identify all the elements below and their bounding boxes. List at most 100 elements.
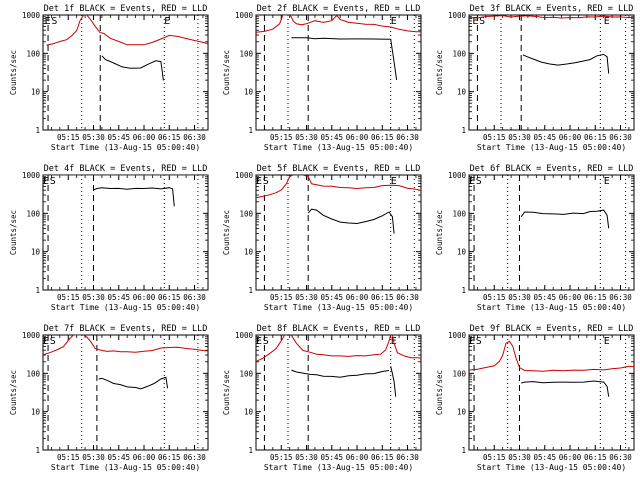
y-axis-label: Counts/sec <box>222 370 231 415</box>
x-tick-label: 05:15 <box>270 453 293 462</box>
events-series-line <box>307 208 395 234</box>
events-series-line <box>521 380 610 397</box>
marker-s: S <box>50 336 56 347</box>
marker-e: E <box>256 176 262 187</box>
y-tick-label: 10 <box>244 88 254 97</box>
subplot-title: Det 2f BLACK = Events, RED = LLD <box>257 4 421 14</box>
y-tick-label: 1 <box>461 446 466 455</box>
plot-frame <box>468 174 635 291</box>
x-tick-label: 06:15 <box>584 133 607 142</box>
x-tick-label: 06:15 <box>158 293 181 302</box>
x-axis-label: Start Time (13-Aug-15 05:00:40) <box>51 303 200 312</box>
x-tick-label: 06:15 <box>371 453 394 462</box>
x-axis-label: Start Time (13-Aug-15 05:00:40) <box>477 463 626 472</box>
subplot-title: Det 7f BLACK = Events, RED = LLD <box>44 324 208 334</box>
events-series-line <box>98 376 169 390</box>
x-tick-label: 05:15 <box>57 453 80 462</box>
x-tick-label: 06:30 <box>609 293 632 302</box>
subplot-title: Det 6f BLACK = Events, RED = LLD <box>470 164 634 174</box>
x-tick-label: 05:30 <box>295 133 318 142</box>
x-tick-label: 06:00 <box>346 293 369 302</box>
x-tick-label: 05:30 <box>295 453 318 462</box>
marker-e: E <box>43 336 49 347</box>
plot-frame <box>42 334 209 451</box>
y-tick-label: 1000 <box>22 171 41 180</box>
x-tick-label: 06:00 <box>346 133 369 142</box>
y-tick-label: 100 <box>26 369 40 378</box>
marker-s: S <box>51 16 57 27</box>
plot-frame <box>255 334 422 451</box>
x-tick-label: 06:30 <box>183 133 206 142</box>
plot-frame <box>255 174 422 291</box>
x-tick-label: 05:15 <box>270 133 293 142</box>
x-tick-label: 05:45 <box>107 453 130 462</box>
y-tick-label: 10 <box>31 248 41 257</box>
x-axis-label: Start Time (13-Aug-15 05:00:40) <box>477 143 626 152</box>
y-tick-label: 10 <box>244 248 254 257</box>
subplot-det-2: Det 2f BLACK = Events, RED = LLD 1 10 100 10… <box>222 4 422 152</box>
x-tick-label: 05:45 <box>533 293 556 302</box>
y-tick-label: 1 <box>461 286 466 295</box>
marker-s: S <box>263 336 269 347</box>
marker-s: S <box>476 176 482 187</box>
marker-s: S <box>50 176 56 187</box>
x-tick-label: 06:30 <box>183 293 206 302</box>
x-tick-label: 06:15 <box>584 453 607 462</box>
y-tick-label: 100 <box>452 49 466 58</box>
lld-series-line <box>256 15 421 33</box>
x-tick-label: 06:15 <box>371 133 394 142</box>
x-axis-label: Start Time (13-Aug-15 05:00:40) <box>51 143 200 152</box>
x-tick-label: 06:00 <box>559 453 582 462</box>
x-tick-label: 05:45 <box>107 133 130 142</box>
subplot-det-3: Det 3f BLACK = Events, RED = LLD 1 10 100 10… <box>435 4 635 152</box>
subplot-det-1: Det 1f BLACK = Events, RED = LLD 1 10 100 10… <box>9 4 209 152</box>
y-tick-label: 1000 <box>22 11 41 20</box>
plot-frame <box>42 174 209 291</box>
x-tick-label: 05:30 <box>82 453 105 462</box>
y-tick-label: 1000 <box>235 331 254 340</box>
y-tick-label: 10 <box>457 248 467 257</box>
lld-series-line <box>46 15 208 46</box>
x-tick-label: 05:15 <box>483 453 506 462</box>
x-axis-label: Start Time (13-Aug-15 05:00:40) <box>264 303 413 312</box>
marker-e: E <box>469 176 475 187</box>
x-tick-label: 06:30 <box>609 133 632 142</box>
x-axis-label: Start Time (13-Aug-15 05:00:40) <box>264 463 413 472</box>
y-tick-label: 100 <box>239 369 253 378</box>
subplot-title: Det 1f BLACK = Events, RED = LLD <box>44 4 208 14</box>
subplot-title: Det 4f BLACK = Events, RED = LLD <box>44 164 208 174</box>
x-tick-label: 06:00 <box>133 293 156 302</box>
events-series-line <box>291 37 398 80</box>
subplot-title: Det 5f BLACK = Events, RED = LLD <box>257 164 421 174</box>
events-series-line <box>93 187 175 207</box>
y-tick-label: 1000 <box>448 11 467 20</box>
marker-e: E <box>391 16 397 27</box>
marker-e: E <box>472 16 478 27</box>
plot-frame <box>468 14 635 131</box>
y-axis-label: Counts/sec <box>435 210 444 255</box>
subplot-title: Det 3f BLACK = Events, RED = LLD <box>470 4 634 14</box>
x-tick-label: 05:15 <box>57 293 80 302</box>
x-tick-label: 05:45 <box>320 133 343 142</box>
plot-frame <box>468 334 635 451</box>
subplot-det-5: Det 5f BLACK = Events, RED = LLD 1 10 100 10… <box>222 164 422 312</box>
y-tick-label: 10 <box>31 88 41 97</box>
y-tick-label: 1000 <box>235 11 254 20</box>
x-tick-label: 05:30 <box>508 453 531 462</box>
subplot-title: Det 8f BLACK = Events, RED = LLD <box>257 324 421 334</box>
x-tick-label: 06:00 <box>133 453 156 462</box>
y-tick-label: 100 <box>26 209 40 218</box>
x-tick-label: 06:00 <box>559 133 582 142</box>
marker-e: E <box>469 336 475 347</box>
events-series-line <box>291 369 390 378</box>
y-axis-label: Counts/sec <box>9 210 18 255</box>
x-tick-label: 06:15 <box>158 453 181 462</box>
x-tick-label: 05:15 <box>483 133 506 142</box>
marker-e: E <box>604 16 610 27</box>
x-tick-label: 05:30 <box>508 293 531 302</box>
lld-series-line <box>469 15 634 19</box>
x-tick-label: 05:45 <box>320 293 343 302</box>
y-tick-label: 1 <box>35 126 40 135</box>
y-tick-label: 10 <box>244 408 254 417</box>
y-tick-label: 1 <box>248 286 253 295</box>
